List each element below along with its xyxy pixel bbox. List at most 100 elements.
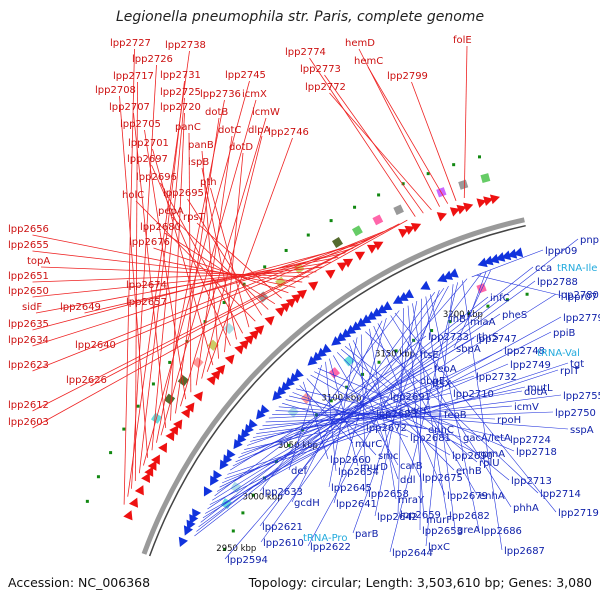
forward-gene-arrow [436, 212, 447, 222]
reverse-label-connector [333, 318, 387, 504]
reverse-gene-label: lpp2691 [390, 392, 431, 403]
marker-dot-outer [122, 427, 126, 431]
forward-gene-label: ispB [188, 157, 209, 168]
reverse-label-connector [325, 361, 337, 472]
forward-label-connector [151, 164, 231, 346]
forward-gene-arrow [134, 485, 144, 496]
reverse-label-connector [285, 399, 427, 430]
reverse-gene-label: lpp2654 [338, 467, 379, 478]
reverse-gene-label: feoA [434, 364, 457, 375]
reverse-gene-arrow [240, 428, 251, 440]
marker-dot-inner [287, 443, 291, 447]
forward-gene-arrow [210, 369, 221, 381]
reverse-gene-arrow [248, 418, 258, 430]
reverse-label-connector [374, 300, 418, 517]
reverse-gene-label: lpp2724 [510, 435, 551, 446]
reverse-gene-arrow [513, 247, 524, 258]
reverse-gene-arrow [186, 519, 196, 530]
reverse-gene-arrow [178, 536, 188, 548]
reverse-gene-label: murF [426, 515, 452, 526]
forward-gene-arrow [244, 334, 255, 345]
reverse-gene-label: rplT [560, 366, 580, 377]
forward-gene-arrow [463, 202, 474, 213]
forward-gene-label: lpp2720 [160, 102, 201, 113]
forward-label-connector [187, 198, 263, 316]
topology-label: Topology: circular; Length: 3,503,610 bp… [248, 575, 592, 590]
forward-label-connector [32, 243, 361, 331]
reverse-gene-label: lpp2645 [331, 483, 372, 494]
reverse-gene-arrow [495, 252, 506, 262]
forward-label-connector [171, 216, 269, 310]
reverse-label-connector [194, 238, 579, 537]
feature-block [331, 236, 343, 248]
reverse-gene-label: rpoH [497, 415, 521, 426]
reverse-label-connector [202, 293, 557, 519]
marker-dot-outer [284, 248, 288, 252]
feature-block [458, 179, 469, 190]
forward-gene-arrow [489, 194, 500, 205]
marker-dot-inner [377, 360, 381, 364]
forward-gene-label: panC [175, 122, 201, 133]
marker-dot-inner [525, 292, 529, 296]
forward-gene-arrow [173, 419, 183, 430]
reverse-gene-label: tgt [570, 359, 584, 370]
marker-dot-inner [274, 459, 278, 463]
forward-label-connector [119, 95, 149, 458]
forward-gene-arrow [141, 472, 150, 484]
reverse-gene-label: pnp [580, 235, 599, 246]
reverse-label-connector [407, 305, 425, 520]
reverse-gene-arrow [203, 486, 213, 497]
forward-gene-label: lpp2697 [127, 154, 168, 165]
forward-gene-arrow [180, 408, 191, 419]
reverse-gene-label: ppiB [553, 328, 575, 339]
forward-gene-arrow [285, 298, 296, 308]
forward-label-connector [170, 112, 185, 421]
reverse-label-connector [244, 386, 526, 450]
reverse-gene-label: mutL [527, 383, 553, 394]
reverse-gene-label: pheS [502, 310, 527, 321]
reverse-label-connector [412, 303, 448, 516]
reverse-gene-label: greA [457, 525, 480, 536]
forward-gene-label: lpp2738 [165, 40, 206, 51]
reverse-label-connector [352, 290, 440, 534]
reverse-gene-label: gacA/letA [463, 433, 511, 444]
marker-dot-outer [168, 360, 172, 364]
kbp-tick-label: 2950 kbp [216, 544, 256, 554]
reverse-gene-arrow [403, 289, 414, 298]
reverse-gene-label: ihB [450, 314, 466, 325]
reverse-label-connector [224, 278, 468, 560]
reverse-gene-arrow [351, 321, 362, 331]
forward-label-connector [164, 232, 276, 305]
marker-dot-inner [231, 529, 235, 533]
reverse-gene-label: lpp2719 [558, 508, 599, 519]
trna-label: tRNA-Ile [557, 263, 597, 274]
reverse-gene-arrow [356, 317, 367, 328]
forward-label-connector [84, 252, 346, 314]
forward-label-connector [175, 117, 220, 414]
reverse-gene-label: lpp2714 [540, 489, 581, 500]
forward-gene-label: lpp2725 [160, 87, 201, 98]
reverse-gene-arrow [189, 513, 199, 525]
reverse-gene-label: lpp2687 [504, 546, 545, 557]
map-title: Legionella pneumophila str. Paris, compl… [115, 9, 485, 25]
reverse-label-connector [476, 274, 564, 297]
feature-block [480, 173, 491, 183]
forward-gene-arrow [342, 258, 354, 268]
reverse-gene-label: lpp2747 [476, 334, 517, 345]
reverse-label-connector [369, 328, 397, 500]
reverse-gene-label: lpp2788 [537, 277, 578, 288]
reverse-gene-arrow [392, 295, 404, 304]
forward-label-connector [144, 129, 186, 400]
reverse-gene-label: lpp2733 [428, 332, 469, 343]
forward-gene-arrow [291, 293, 302, 304]
reverse-label-connector [328, 337, 358, 488]
reverse-gene-label: lpp2641 [336, 499, 377, 510]
forward-gene-label: lpp2656 [8, 224, 49, 235]
forward-label-connector [367, 66, 449, 204]
reverse-gene-arrow [448, 268, 459, 278]
forward-gene-arrow [234, 344, 245, 355]
forward-gene-label: pth [200, 177, 217, 188]
reverse-gene-label: lpp2755 [563, 391, 600, 402]
reverse-gene-label: thrS [478, 332, 499, 343]
